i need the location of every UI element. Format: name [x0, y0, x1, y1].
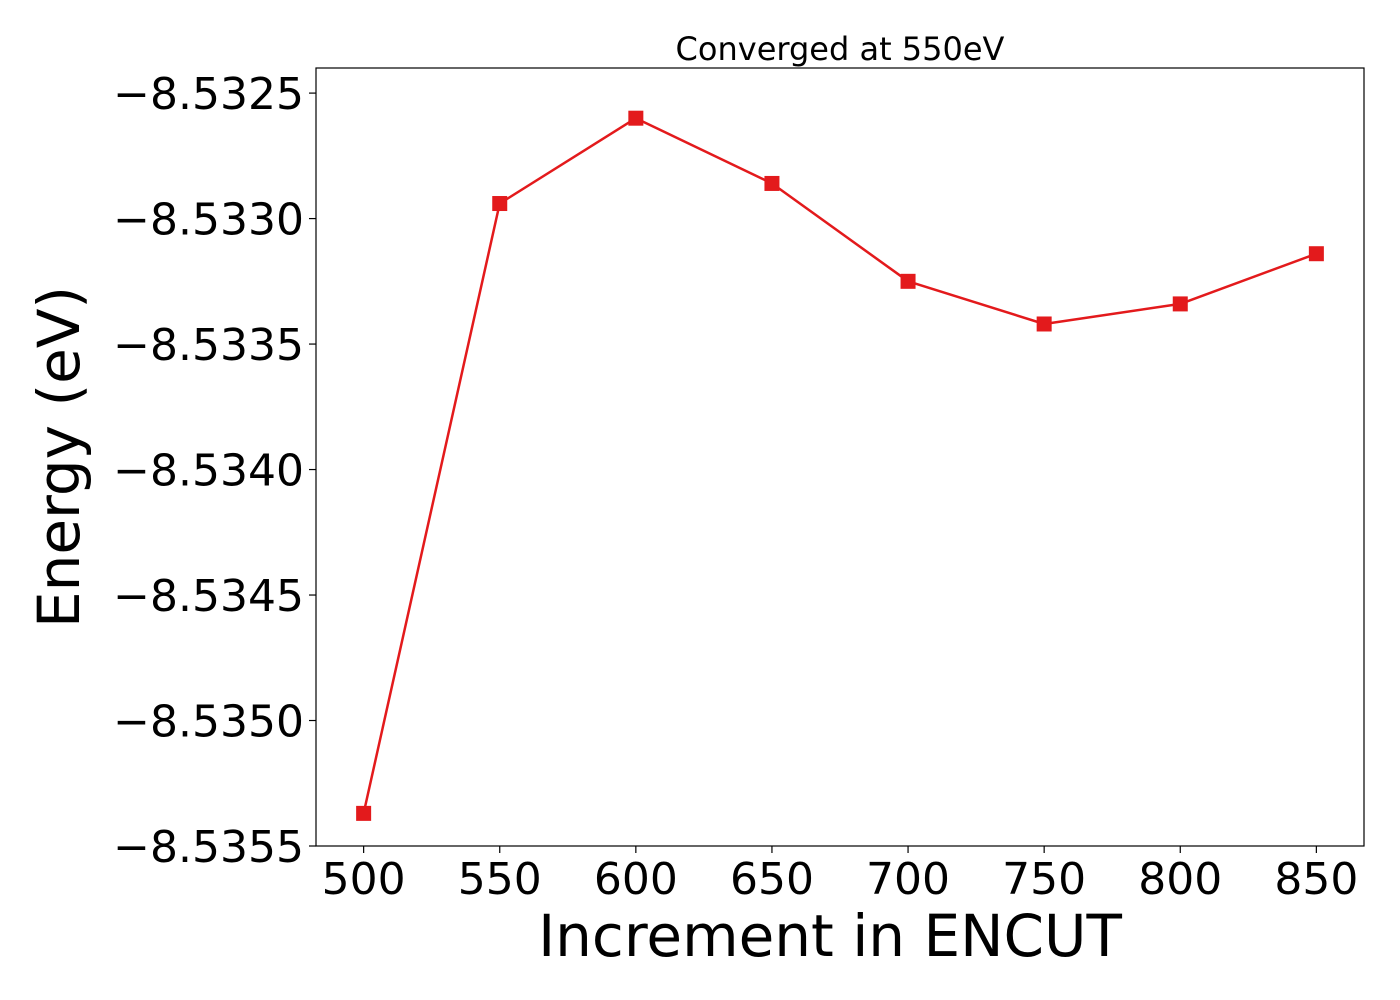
y-tick-label: −8.5325	[113, 69, 304, 120]
plot-area-frame	[315, 67, 1365, 847]
y-tick-label: −8.5330	[113, 195, 304, 246]
x-axis-ticks: 500 550 600 650 700 750 800 850	[322, 846, 1358, 905]
x-tick-label: 700	[866, 854, 950, 905]
x-tick-label: 500	[322, 854, 406, 905]
x-tick-label: 650	[730, 854, 814, 905]
y-tick-label: −8.5345	[113, 571, 304, 622]
energy-series-line	[362, 116, 1317, 814]
data-point-marker	[1036, 316, 1052, 332]
x-axis-title: Increment in ENCUT	[538, 902, 1122, 970]
data-point-marker	[356, 805, 372, 821]
data-point-marker	[900, 273, 916, 289]
y-axis-title: Energy (eV)	[25, 286, 93, 628]
y-tick-label: −8.5350	[113, 697, 304, 748]
series-layer	[356, 110, 1324, 821]
x-tick-label: 800	[1138, 854, 1222, 905]
data-point-marker	[1308, 246, 1324, 262]
data-point-marker	[492, 196, 508, 212]
chart-title: Converged at 550eV	[676, 30, 1005, 68]
x-tick-label: 750	[1002, 854, 1086, 905]
y-tick-label: −8.5335	[113, 320, 304, 371]
data-point-marker	[1172, 296, 1188, 312]
data-point-marker	[764, 175, 780, 191]
data-point-marker	[628, 110, 644, 126]
y-axis-ticks: −8.5355 −8.5350 −8.5345 −8.5340 −8.5335 −8.53…	[113, 69, 316, 873]
x-tick-label: 600	[594, 854, 678, 905]
x-tick-label: 550	[458, 854, 542, 905]
x-tick-label: 850	[1274, 854, 1358, 905]
y-tick-label: −8.5340	[113, 446, 304, 497]
y-tick-label: −8.5355	[113, 822, 304, 873]
